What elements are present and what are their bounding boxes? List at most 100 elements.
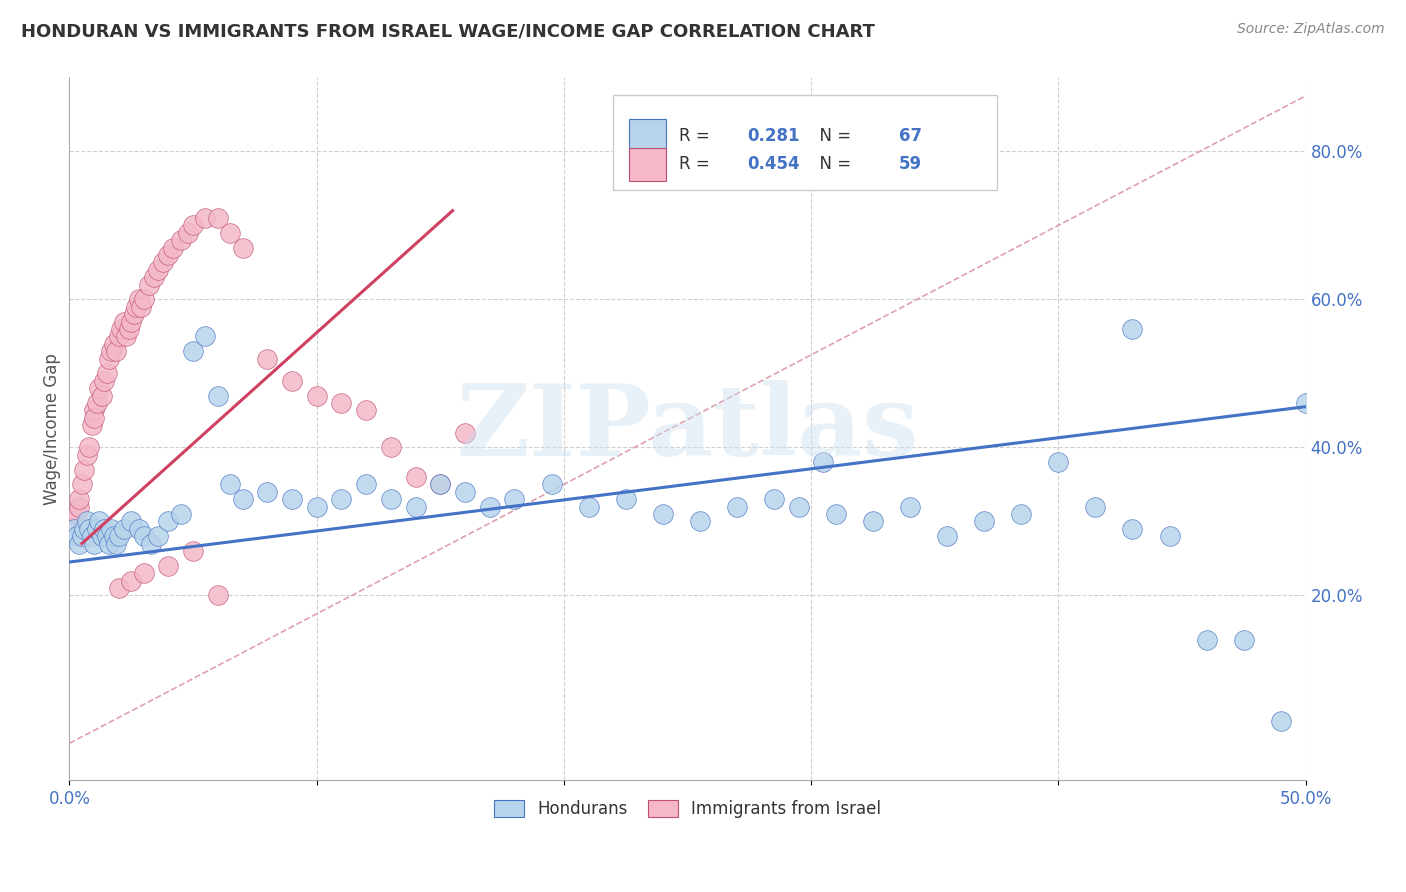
- Point: [614, 492, 637, 507]
- Point: [80, 529, 103, 543]
- Point: [76, 514, 98, 528]
- Point: [120, 315, 142, 329]
- Point: [725, 500, 748, 514]
- Point: [454, 484, 477, 499]
- Point: [157, 514, 180, 528]
- Point: [181, 344, 204, 359]
- Point: [118, 322, 141, 336]
- Point: [103, 336, 125, 351]
- Point: [540, 477, 562, 491]
- Point: [83, 536, 105, 550]
- Point: [98, 351, 121, 366]
- Point: [96, 529, 118, 543]
- Point: [231, 492, 253, 507]
- Point: [122, 307, 145, 321]
- Point: [1121, 522, 1143, 536]
- Text: N =: N =: [808, 155, 856, 173]
- Point: [86, 522, 108, 536]
- Point: [120, 574, 142, 588]
- Point: [125, 300, 148, 314]
- Text: 0.281: 0.281: [747, 128, 800, 145]
- Point: [142, 270, 165, 285]
- Point: [1047, 455, 1070, 469]
- Point: [132, 529, 155, 543]
- Point: [100, 522, 122, 536]
- Point: [405, 500, 427, 514]
- Text: HONDURAN VS IMMIGRANTS FROM ISRAEL WAGE/INCOME GAP CORRELATION CHART: HONDURAN VS IMMIGRANTS FROM ISRAEL WAGE/…: [21, 22, 875, 40]
- Point: [207, 211, 229, 225]
- Point: [128, 522, 150, 536]
- Point: [83, 403, 105, 417]
- Point: [219, 226, 242, 240]
- Point: [100, 344, 122, 359]
- Legend: Hondurans, Immigrants from Israel: Hondurans, Immigrants from Israel: [488, 793, 887, 825]
- Point: [429, 477, 451, 491]
- Point: [63, 514, 86, 528]
- Point: [478, 500, 501, 514]
- Point: [132, 293, 155, 307]
- Point: [139, 536, 162, 550]
- Point: [429, 477, 451, 491]
- Point: [380, 441, 402, 455]
- Point: [305, 388, 328, 402]
- Point: [1121, 322, 1143, 336]
- Point: [77, 522, 100, 536]
- Point: [973, 514, 995, 528]
- Point: [1270, 714, 1292, 728]
- Point: [108, 529, 131, 543]
- Point: [898, 500, 921, 514]
- Point: [76, 448, 98, 462]
- Point: [80, 418, 103, 433]
- Point: [231, 241, 253, 255]
- Point: [1010, 507, 1032, 521]
- Point: [70, 477, 93, 491]
- Y-axis label: Wage/Income Gap: Wage/Income Gap: [44, 353, 60, 505]
- Point: [73, 522, 96, 536]
- Point: [405, 470, 427, 484]
- Point: [651, 507, 673, 521]
- Point: [454, 425, 477, 440]
- Point: [87, 381, 110, 395]
- Point: [93, 522, 115, 536]
- Point: [138, 277, 160, 292]
- Point: [148, 529, 170, 543]
- Point: [763, 492, 786, 507]
- Text: R =: R =: [679, 155, 714, 173]
- Point: [194, 329, 217, 343]
- Point: [219, 477, 242, 491]
- Point: [689, 514, 711, 528]
- Point: [181, 219, 204, 233]
- Text: N =: N =: [808, 128, 856, 145]
- Point: [93, 374, 115, 388]
- Point: [170, 507, 193, 521]
- Point: [281, 492, 304, 507]
- Point: [90, 388, 112, 402]
- Point: [207, 388, 229, 402]
- Point: [330, 492, 353, 507]
- Point: [66, 529, 89, 543]
- Point: [90, 529, 112, 543]
- Point: [1195, 632, 1218, 647]
- Text: 0.454: 0.454: [747, 155, 800, 173]
- Point: [152, 255, 174, 269]
- Point: [157, 248, 180, 262]
- Point: [73, 462, 96, 476]
- Point: [86, 396, 108, 410]
- Point: [170, 233, 193, 247]
- Point: [1159, 529, 1181, 543]
- Point: [83, 410, 105, 425]
- Point: [70, 529, 93, 543]
- Point: [936, 529, 959, 543]
- FancyBboxPatch shape: [630, 147, 666, 181]
- Point: [66, 507, 89, 521]
- Point: [354, 403, 377, 417]
- Text: Source: ZipAtlas.com: Source: ZipAtlas.com: [1237, 22, 1385, 37]
- FancyBboxPatch shape: [630, 120, 666, 153]
- Point: [157, 558, 180, 573]
- Point: [281, 374, 304, 388]
- Point: [120, 514, 142, 528]
- Point: [354, 477, 377, 491]
- Point: [87, 514, 110, 528]
- Point: [148, 262, 170, 277]
- Point: [63, 522, 86, 536]
